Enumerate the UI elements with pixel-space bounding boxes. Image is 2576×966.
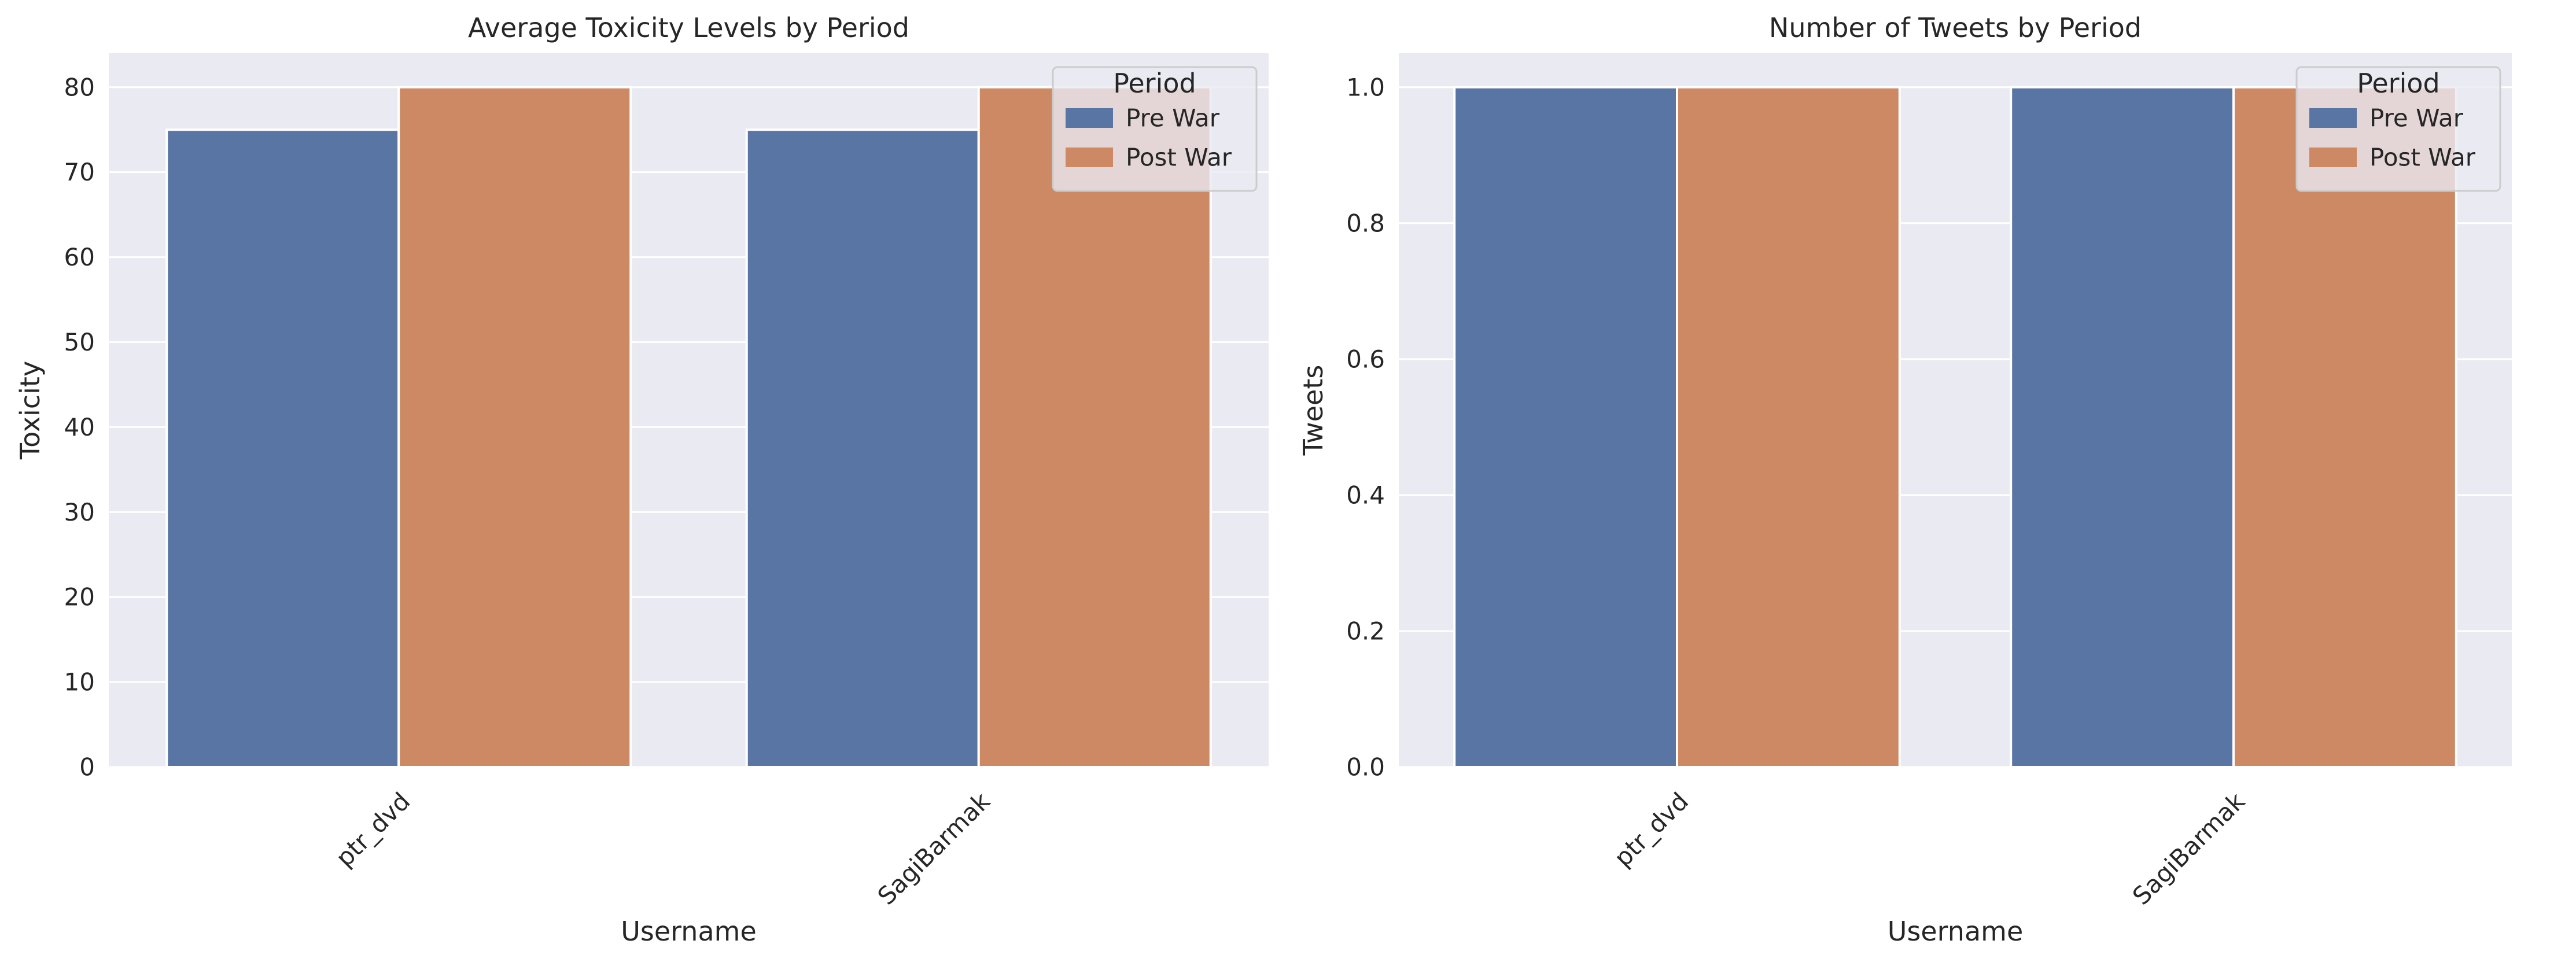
legend: Period Pre War Post War (1052, 66, 1258, 192)
legend-swatch-pre-war (2309, 108, 2357, 128)
bar-post-war-sagibarmak (977, 86, 1212, 768)
legend: Period Pre War Post War (2295, 66, 2501, 192)
y-axis-label: Tweets (1298, 365, 1329, 456)
bar-pre-war-sagibarmak (745, 128, 980, 769)
bar-post-war-sagibarmak (2232, 86, 2457, 768)
legend-title: Period (2357, 68, 2439, 99)
y-tick-label: 1.0 (1346, 73, 1385, 101)
bar-post-war-ptr_dvd (397, 86, 632, 768)
subplot-2: 0.0 0.2 0.4 0.6 0.8 1.0 ptr_dvd SagiBarmak Numbe… (1298, 12, 2512, 947)
y-axis-label: Toxicity (14, 361, 46, 460)
x-tick-label: SagiBarmak (872, 787, 996, 910)
y-tick-label: 40 (64, 413, 95, 441)
chart-title: Average Toxicity Levels by Period (468, 12, 909, 43)
chart-title: Number of Tweets by Period (1769, 12, 2142, 43)
y-tick-label: 70 (64, 158, 95, 186)
y-tick-label: 30 (64, 498, 95, 526)
legend-swatch-pre-war (1066, 108, 1113, 128)
legend-title: Period (1113, 68, 1196, 99)
y-tick-label: 10 (64, 668, 95, 696)
subplot-1: 0 10 20 30 40 50 60 70 80 ptr_dvd SagiBarmak Averag… (14, 12, 1269, 947)
y-tick-label: 0.8 (1346, 209, 1385, 237)
x-tick-label: SagiBarmak (2127, 787, 2251, 910)
bar-pre-war-ptr_dvd (165, 128, 400, 769)
legend-label: Pre War (1126, 104, 1220, 132)
bar-pre-war-ptr_dvd (1453, 86, 1678, 768)
x-axis-label: Username (621, 916, 757, 947)
x-tick-label: ptr_dvd (1609, 787, 1694, 872)
legend-label: Post War (2369, 143, 2476, 172)
y-tick-label: 60 (64, 243, 95, 271)
y-tick-label: 0.4 (1346, 481, 1385, 509)
y-tick-label: 20 (64, 583, 95, 611)
y-tick-label: 0.6 (1346, 345, 1385, 373)
y-tick-label: 0.0 (1346, 753, 1385, 781)
legend-label: Pre War (2369, 104, 2464, 132)
legend-swatch-post-war (2309, 148, 2357, 167)
y-tick-label: 80 (64, 73, 95, 101)
legend-swatch-post-war (1066, 148, 1113, 167)
y-tick-label: 0 (79, 753, 95, 781)
y-tick-label: 50 (64, 328, 95, 356)
legend-label: Post War (1126, 143, 1232, 172)
bar-post-war-ptr_dvd (1676, 86, 1901, 768)
y-tick-label: 0.2 (1346, 617, 1385, 645)
x-axis-label: Username (1888, 916, 2024, 947)
x-tick-label: ptr_dvd (330, 787, 415, 872)
bar-pre-war-sagibarmak (2010, 86, 2235, 768)
